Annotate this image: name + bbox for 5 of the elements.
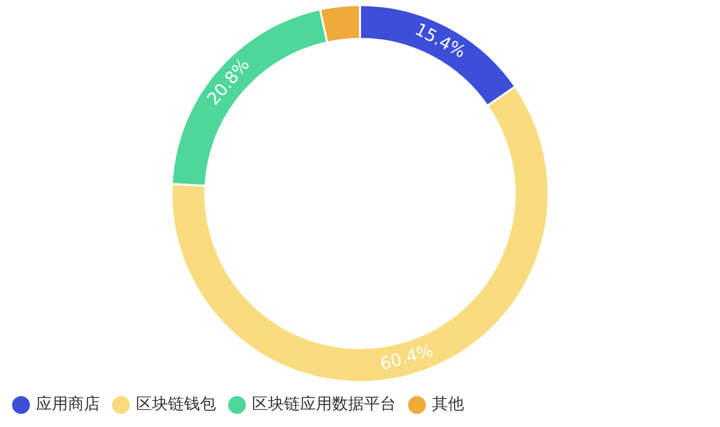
legend-label: 区块链应用数据平台 (252, 394, 396, 414)
legend-label: 区块链钱包 (136, 394, 216, 414)
data-label: 60.4% (378, 340, 436, 375)
legend-label: 应用商店 (36, 394, 100, 414)
legend-label: 其他 (432, 394, 464, 414)
